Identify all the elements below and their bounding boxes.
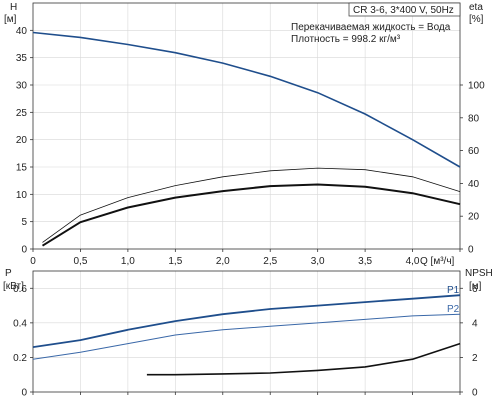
p-axis-unit: [кВт] (3, 281, 24, 292)
head-efficiency-panel: 0 5 10 15 20 25 30 35 40 0 20 40 60 80 100 0 0,5 1,0 1,5… (4, 2, 485, 267)
h-tick-label: 0 (21, 245, 27, 256)
info-fluid: Перекачиваемая жидкость = Вода (291, 22, 451, 33)
efficiency-curve-thin (42, 167, 461, 243)
h-tick-label: 15 (16, 163, 28, 174)
eta-axis-label: eta (469, 2, 483, 13)
npsh-axis-label: NPSH (465, 268, 493, 279)
x-tick-label: 0,5 (73, 256, 87, 267)
head-curve (32, 31, 461, 168)
info-box: CR 3-6, 3*400 V, 50Hz Перекачиваемая жид… (291, 2, 461, 45)
power-npsh-panel: 0 0.2 0.4 0.6 0 2 4 6 P1 P2 P [кВт] NPSH [м] (3, 268, 493, 399)
eta-tick-label: 60 (468, 146, 480, 157)
npsh-axis-unit: [м] (469, 281, 482, 292)
npsh-tick-label: 6 (472, 284, 478, 295)
x-tick-label: 2,5 (263, 256, 277, 267)
h-tick-label: 10 (16, 190, 28, 201)
eta-tick-label: 40 (468, 179, 480, 190)
npsh-curve (146, 342, 461, 376)
eta-tick-label: 20 (468, 212, 480, 223)
x-tick-label: 0 (30, 256, 36, 267)
h-axis-label: H (10, 2, 17, 13)
h-tick-label: 5 (21, 217, 27, 228)
p-tick-label: 0 (21, 388, 27, 399)
x-tick-label: 3,0 (311, 256, 325, 267)
p-tick-label: 0.6 (13, 284, 27, 295)
x-axis-label: Q [м³/ч] (420, 256, 455, 267)
top-plot-frame (32, 2, 461, 250)
info-title: CR 3-6, 3*400 V, 50Hz (353, 5, 454, 16)
p-tick-label: 0.4 (13, 318, 27, 329)
h-axis-unit: [м] (4, 14, 17, 25)
h-tick-label: 25 (16, 108, 28, 119)
eta-tick-label: 100 (468, 81, 485, 92)
x-tick-label: 3,5 (358, 256, 372, 267)
x-tick-label: 4,0 (406, 256, 420, 267)
h-tick-label: 30 (16, 81, 28, 92)
eta-tick-label: 80 (468, 113, 480, 124)
x-tick-label: 1,0 (121, 256, 135, 267)
npsh-tick-label: 4 (472, 318, 478, 329)
eta-tick-label: 0 (468, 245, 474, 256)
p-axis-label: P (5, 268, 12, 279)
h-tick-label: 35 (16, 53, 28, 64)
npsh-tick-label: 0 (472, 388, 478, 399)
info-density: Плотность = 998.2 кг/м³ (291, 34, 401, 45)
p1-power-curve (32, 294, 461, 348)
npsh-tick-label: 2 (472, 353, 478, 364)
bottom-plot-frame (32, 270, 461, 393)
h-tick-label: 20 (16, 135, 28, 146)
info-title-box (348, 2, 461, 17)
x-tick-label: 2,0 (216, 256, 230, 267)
eta-axis-unit: [%] (469, 14, 484, 25)
p2-power-curve (32, 313, 461, 360)
x-tick-label: 1,5 (168, 256, 182, 267)
p2-series-label: P2 (447, 304, 460, 315)
p-tick-label: 0.2 (13, 353, 27, 364)
efficiency-curve-thick (41, 183, 461, 247)
h-tick-label: 40 (16, 26, 28, 37)
p1-series-label: P1 (447, 285, 460, 296)
